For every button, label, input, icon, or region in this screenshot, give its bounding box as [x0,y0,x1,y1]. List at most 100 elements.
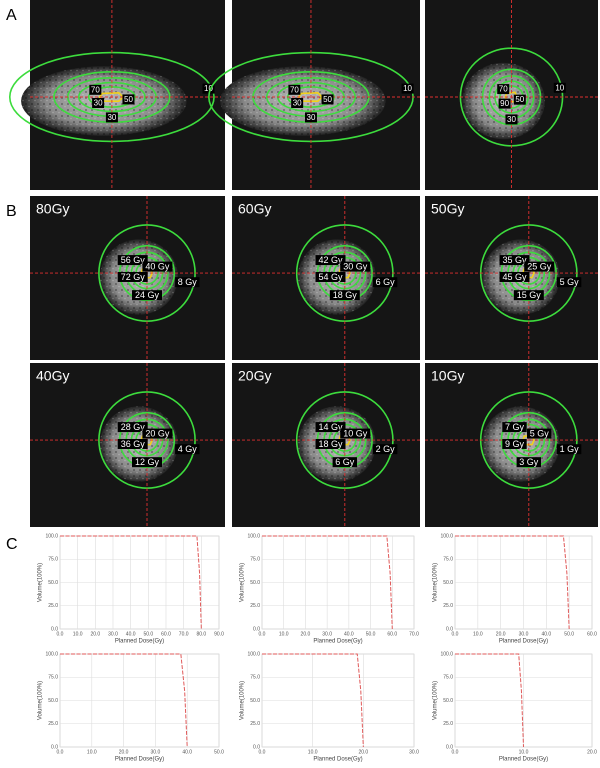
isodose-label-box [513,290,544,301]
isodose-label: 2 Gy [376,444,396,454]
isodose-label: 14 Gy [318,422,343,432]
isodose-label-box [89,84,102,95]
y-tick-label: 100.0 [440,533,453,539]
x-tick-label: 30.0 [108,631,118,637]
y-axis-label: Volume(100%) [38,563,44,602]
isodose-label-box [556,444,582,455]
y-tick-label: 50.0 [443,698,453,704]
isodose-label: 18 Gy [318,439,343,449]
isodose-label-box [502,422,527,433]
isodose-label: 10 [204,84,213,93]
isodose-label: 50 [515,95,524,104]
isodose-label-box [132,457,162,468]
x-axis-label: Planned Dose(Gy) [499,757,548,763]
y-tick-label: 25.0 [443,603,453,609]
isodose-label-box [117,438,148,449]
isodose-label-box [401,83,414,94]
x-tick-label: 20.0 [90,631,100,637]
x-tick-label: 30.0 [151,749,161,755]
isodose-label-box [372,277,398,288]
dvh-line [262,535,393,630]
y-tick-label: 0.0 [51,744,58,750]
y-tick-label: 25.0 [250,721,260,727]
x-tick-label: 0.0 [259,631,266,637]
y-tick-label: 75.0 [250,557,260,563]
x-axis-label: Planned Dose(Gy) [115,639,164,645]
isodose-label-box [315,422,346,433]
y-tick-label: 25.0 [250,603,260,609]
isodose-label-box [556,277,582,288]
isodose-label-box [142,261,173,272]
x-tick-label: 60.0 [587,631,597,637]
isodose-label: 30 [107,113,116,122]
isodose-label-box [132,290,162,301]
isodose-label-box [117,422,148,433]
isodose-label-box [291,98,304,108]
isodose-label-box [105,112,118,123]
isodose-label-box [524,261,555,272]
x-tick-label: 20.0 [301,631,311,637]
y-tick-label: 0.0 [446,626,453,632]
isodose-label-box [513,94,526,105]
isodose-label: 72 Gy [121,272,146,282]
isodose-label: 10 [555,83,564,92]
x-tick-label: 40.0 [182,749,192,755]
isodose-label: 9 Gy [505,439,525,449]
isodose-label: 5 Gy [560,277,580,287]
isodose-label-box [505,114,518,125]
x-tick-label: 0.0 [57,631,64,637]
isodose-label-box [142,428,173,439]
x-tick-label: 60.0 [387,631,397,637]
y-tick-label: 50.0 [250,698,260,704]
y-tick-label: 100.0 [45,533,58,539]
isodose-label-box [315,271,346,282]
isodose-label-box [502,438,527,449]
x-tick-label: 10.0 [473,631,483,637]
x-tick-label: 40.0 [344,631,354,637]
isodose-label-box [497,84,510,95]
isodose-label-box [329,290,360,301]
isodose-label: 30 [307,113,316,122]
x-tick-label: 10.0 [87,749,97,755]
x-tick-label: 40.0 [126,631,136,637]
panel-title: 10Gy [431,368,464,384]
isodose-label-box [315,255,346,266]
isodose-label: 28 Gy [121,422,146,432]
y-axis-label: Volume(100%) [240,681,246,720]
x-tick-label: 0.0 [259,749,266,755]
isodose-label-box [122,94,135,105]
isodose-label: 50 [124,95,133,104]
y-tick-label: 50.0 [48,698,58,704]
isodose-label-box [332,457,357,468]
isodose-label: 54 Gy [318,272,343,282]
isodose-label-box [340,261,371,272]
isodose-label-box [92,98,105,108]
y-tick-label: 75.0 [48,557,58,563]
panel-title: 60Gy [238,201,271,217]
x-tick-label: 50.0 [214,749,224,755]
x-tick-label: 10.0 [308,749,318,755]
isodose-label-box [499,271,530,282]
panel-label: A [6,7,17,24]
isodose-label-box [202,83,215,94]
x-tick-label: 20.0 [587,749,597,755]
dvh-line [60,653,188,748]
isodose-label: 10 [403,84,412,93]
y-tick-label: 75.0 [443,557,453,563]
isodose-label-box [498,98,511,109]
x-tick-label: 10.0 [73,631,83,637]
x-tick-label: 10.0 [519,749,529,755]
y-axis-label: Volume(100%) [240,563,246,602]
isodose-label-box [553,82,566,93]
isodose-label-box [288,84,301,95]
x-tick-label: 10.0 [279,631,289,637]
x-tick-label: 30.0 [322,631,332,637]
y-tick-label: 25.0 [443,721,453,727]
isodose-label: 30 Gy [343,261,368,271]
y-tick-label: 100.0 [247,533,260,539]
isodose-label: 18 Gy [333,290,358,300]
isodose-label: 70 [290,85,299,94]
isodose-label-box [117,271,148,282]
isodose-label: 36 Gy [121,439,146,449]
